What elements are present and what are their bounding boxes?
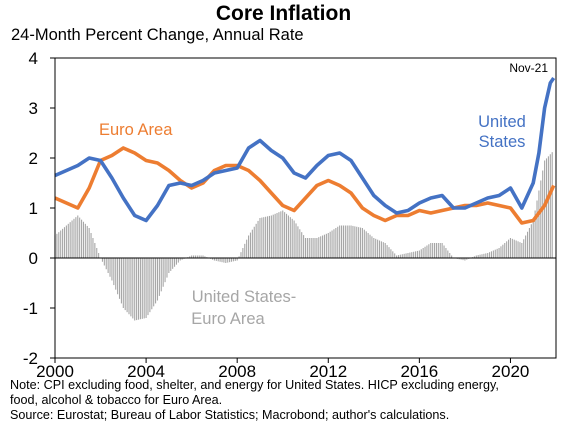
chart-title: Core Inflation: [215, 2, 352, 25]
diff-label-line1: United States-: [192, 288, 297, 306]
note-line-1: Note: CPI excluding food, shelter, and e…: [10, 378, 499, 392]
date-annotation: Nov-21: [509, 61, 548, 75]
diff-label-line2: Euro Area: [191, 310, 265, 328]
x-tick-label: 2020: [492, 362, 530, 381]
y-tick-label: -2: [23, 349, 38, 368]
x-tick-label: 2000: [36, 362, 74, 381]
y-tick-label: 3: [29, 99, 38, 118]
chart-subtitle: 24-Month Percent Change, Annual Rate: [11, 26, 304, 44]
y-tick-label: -1: [23, 299, 38, 318]
x-tick-label: 2004: [127, 362, 165, 381]
x-tick-label: 2012: [309, 362, 347, 381]
source-line: Source: Eurostat; Bureau of Labor Statis…: [10, 408, 450, 422]
note-line-2: food, alcohol & tobacco for Euro Area.: [10, 393, 223, 407]
y-tick-label: 4: [29, 49, 38, 68]
y-tick-label: 0: [29, 249, 38, 268]
x-tick-label: 2008: [218, 362, 256, 381]
notes-block: Note: CPI excluding food, shelter, and e…: [10, 378, 560, 423]
x-tick-label: 2016: [400, 362, 438, 381]
y-tick-label: 2: [29, 149, 38, 168]
united-states-label-line1: United: [478, 113, 526, 131]
euro-area-label: Euro Area: [99, 121, 173, 139]
y-tick-label: 1: [29, 199, 38, 218]
diff-bars-group: [54, 152, 553, 321]
united-states-line: [54, 76, 556, 223]
euro-area-line: [54, 146, 556, 225]
united-states-label-line2: States: [479, 133, 526, 151]
